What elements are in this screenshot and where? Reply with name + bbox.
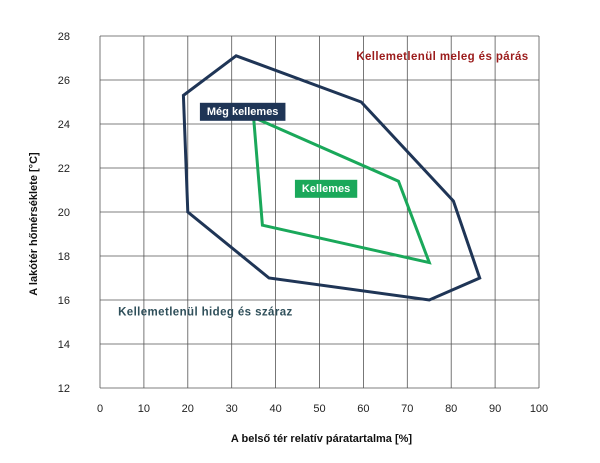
y-tick-label: 18 [58, 251, 70, 263]
x-tick-label: 20 [182, 403, 194, 415]
y-tick-label: 14 [58, 339, 70, 351]
y-tick-label: 28 [58, 31, 70, 43]
y-tick-labels: 12 14 16 18 20 22 24 26 28 [58, 31, 70, 395]
annotation-box: Kellemes [294, 179, 358, 198]
x-tick-label: 70 [401, 403, 413, 415]
annotations: Kellemetlenül meleg és párás Kellemetlenü… [118, 51, 528, 318]
annotation-box-bg [294, 179, 358, 198]
annotation-box-label: Még kellemes [207, 106, 279, 118]
x-tick-label: 10 [138, 403, 150, 415]
series-group [181, 54, 482, 302]
x-tick-label: 50 [313, 403, 325, 415]
x-tick-label: 90 [489, 403, 501, 415]
x-tick-labels: 0 10 20 30 40 50 60 70 80 90 100 [97, 403, 548, 415]
annotation-text: Kellemetlenül hideg és száraz [118, 306, 293, 318]
y-tick-label: 20 [58, 207, 70, 219]
series-1-outline [251, 115, 432, 265]
y-tick-label: 22 [58, 163, 70, 175]
series-0-outline [181, 54, 482, 302]
y-tick-label: 24 [58, 119, 70, 131]
annotation-box: Még kellemes [199, 102, 286, 121]
annotation-text: Kellemetlenül meleg és párás [356, 51, 528, 63]
annotation-box-label: Kellemes [302, 183, 350, 195]
y-axis-label: A lakótér hőmérséklete [°C] [28, 152, 40, 296]
x-axis-label: A belső tér relatív páratartalma [%] [231, 433, 412, 445]
x-tick-label: 60 [357, 403, 369, 415]
x-tick-label: 100 [530, 403, 548, 415]
x-tick-label: 0 [97, 403, 103, 415]
y-tick-label: 26 [58, 75, 70, 87]
x-tick-label: 30 [226, 403, 238, 415]
y-tick-label: 12 [58, 383, 70, 395]
x-tick-label: 40 [269, 403, 281, 415]
grid [99, 35, 540, 389]
annotation-box-bg [199, 102, 286, 121]
x-tick-label: 80 [445, 403, 457, 415]
y-tick-label: 16 [58, 295, 70, 307]
